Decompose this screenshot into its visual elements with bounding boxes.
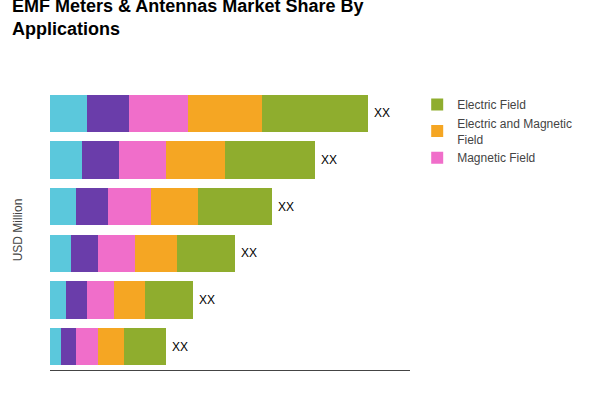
svg-text:XX: XX [199, 293, 215, 307]
svg-text:XX: XX [321, 153, 337, 167]
svg-text:Magnetic Field: Magnetic Field [457, 151, 535, 165]
svg-text:Electric and MagneticField: Electric and MagneticField [457, 117, 572, 147]
svg-text:XX: XX [172, 340, 188, 354]
svg-text:XX: XX [278, 200, 294, 214]
svg-text:XX: XX [374, 106, 390, 120]
svg-text:XX: XX [241, 246, 257, 260]
svg-text:USD Million: USD Million [11, 199, 25, 262]
svg-text:EMF Meters & Antennas Market S: EMF Meters & Antennas Market Share ByApp… [12, 0, 363, 39]
svg-text:Electric Field: Electric Field [457, 98, 526, 112]
